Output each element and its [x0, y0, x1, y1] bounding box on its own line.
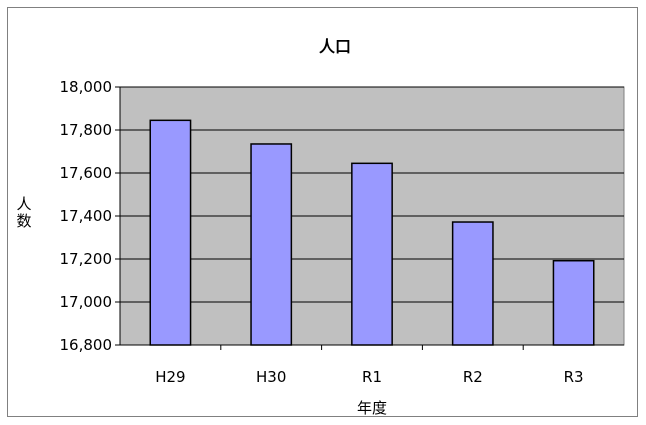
y-tick-label: 17,600 — [60, 164, 113, 182]
x-tick-label: H30 — [256, 368, 286, 386]
y-tick-label: 17,800 — [60, 121, 113, 139]
x-tick-label: H29 — [155, 368, 185, 386]
bar-r2 — [451, 221, 494, 346]
x-tick-label: R2 — [463, 368, 483, 386]
axes — [115, 86, 624, 350]
x-tick-label: R1 — [362, 368, 382, 386]
chart-title: 人口 — [319, 37, 351, 56]
y-tick-label: 17,200 — [60, 250, 113, 268]
x-axis-label: 年度 — [357, 399, 387, 417]
bars — [149, 119, 595, 346]
y-tick-label: 17,000 — [60, 293, 113, 311]
y-axis-label-char: 人 — [16, 195, 31, 213]
x-tick-labels: H29 H30 R1 R2 R3 — [155, 368, 583, 386]
y-tick-label: 18,000 — [60, 78, 113, 96]
y-tick-label: 16,800 — [60, 336, 113, 354]
bar-r1 — [351, 162, 393, 346]
y-axis-label-char: 数 — [16, 212, 31, 230]
y-tick-label: 17,400 — [60, 207, 113, 225]
bar-r3 — [552, 259, 595, 346]
y-axis-label: 人数 — [16, 195, 31, 230]
bar-h30 — [250, 143, 293, 346]
x-tick-label: R3 — [564, 368, 584, 386]
y-tick-labels: 16,800 17,000 17,200 17,400 17,600 17,800 18,0… — [60, 78, 113, 354]
bar-h29 — [149, 119, 192, 346]
